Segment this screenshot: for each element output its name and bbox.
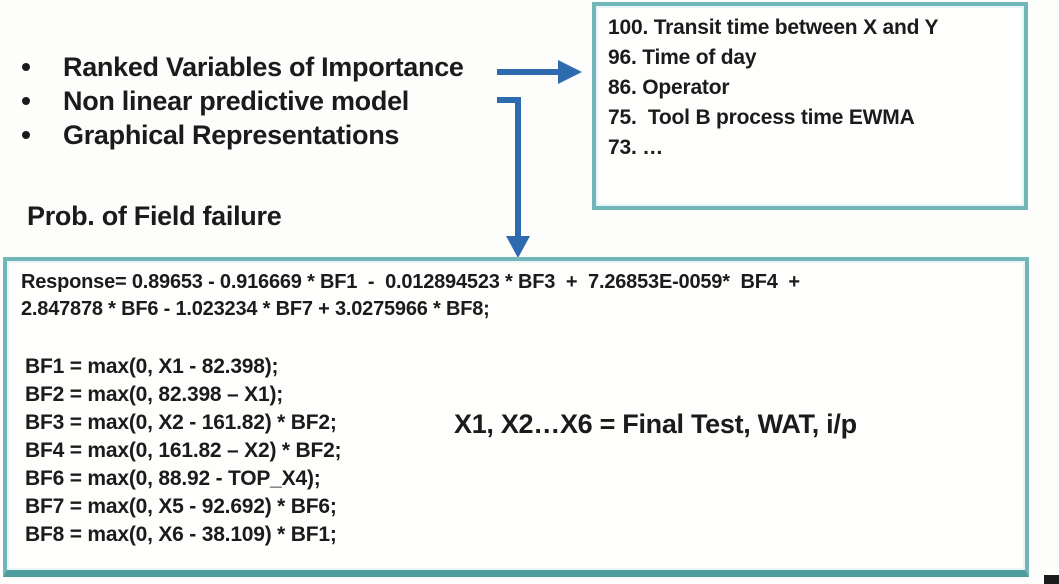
bullet-list: Ranked Variables of Importance Non linea…: [20, 50, 464, 152]
bullet-label: Ranked Variables of Importance: [63, 51, 464, 82]
bullet-item: Ranked Variables of Importance: [20, 50, 464, 84]
arrow-shaft: [515, 97, 521, 238]
bullet-item: Non linear predictive model: [20, 84, 464, 118]
predictive-model-box: Response= 0.89653 - 0.916669 * BF1 - 0.0…: [3, 257, 1029, 577]
response-equation-line: Response= 0.89653 - 0.916669 * BF1 - 0.0…: [21, 271, 800, 293]
bullet-dot-icon: [22, 63, 30, 71]
bullet-item: Graphical Representations: [20, 118, 464, 152]
variables-note: X1, X2…X6 = Final Test, WAT, i/p: [454, 409, 857, 439]
ranked-variables-box: 100. Transit time between X and Y 96. Ti…: [592, 2, 1028, 210]
arrow-shaft: [497, 69, 560, 75]
basis-function-line: BF6 = max(0, 88.92 - TOP_X4);: [25, 467, 321, 490]
ranked-variable-item: 73. …: [608, 136, 664, 159]
response-equation-line: 2.847878 * BF6 - 1.023234 * BF7 + 3.0275…: [21, 298, 490, 320]
ranked-variable-item: 75. Tool B process time EWMA: [608, 106, 915, 129]
basis-function-line: BF8 = max(0, X6 - 38.109) * BF1;: [25, 523, 337, 546]
ranked-variable-item: 96. Time of day: [608, 46, 757, 69]
bullet-dot-icon: [22, 97, 30, 105]
basis-function-line: BF3 = max(0, X2 - 161.82) * BF2;: [25, 411, 337, 434]
basis-function-line: BF7 = max(0, X5 - 92.692) * BF6;: [25, 495, 337, 518]
response-equation: Response= 0.89653 - 0.916669 * BF1 - 0.0…: [21, 269, 800, 323]
basis-function-list: BF1 = max(0, X1 - 82.398); BF2 = max(0, …: [25, 353, 342, 549]
basis-function-line: BF2 = max(0, 82.398 – X1);: [25, 383, 284, 406]
bullet-label: Graphical Representations: [63, 119, 400, 150]
basis-function-line: BF4 = max(0, 161.82 – X2) * BF2;: [25, 439, 342, 462]
bullet-label: Non linear predictive model: [63, 85, 409, 116]
arrow-shaft: [497, 97, 521, 103]
bullet-dot-icon: [22, 131, 30, 139]
ranked-variable-item: 100. Transit time between X and Y: [608, 16, 939, 39]
arrow-right-head-icon: [558, 60, 582, 84]
scan-edge-artifact: [1044, 575, 1059, 584]
basis-function-line: BF1 = max(0, X1 - 82.398);: [25, 355, 279, 378]
arrow-down-head-icon: [506, 236, 530, 258]
prob-of-field-failure-label: Prob. of Field failure: [27, 201, 282, 231]
ranked-variable-item: 86. Operator: [608, 76, 730, 99]
